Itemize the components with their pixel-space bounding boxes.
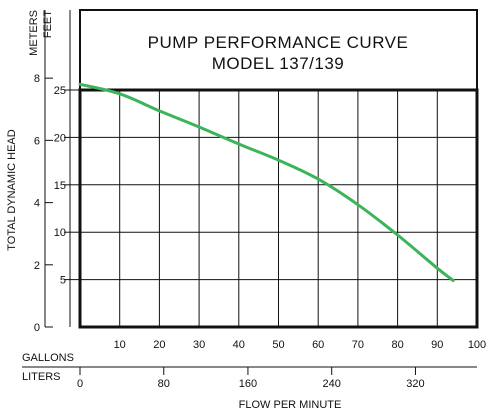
meters-tick-label: 0 [34, 322, 40, 334]
x-tick-label: 10 [114, 339, 126, 351]
chart-subtitle: MODEL 137/139 [212, 54, 345, 73]
x-tick-label: 20 [153, 339, 165, 351]
y-tick-label: 15 [54, 180, 66, 192]
chart-title: PUMP PERFORMANCE CURVE [148, 33, 409, 52]
liters-tick-label: 0 [77, 378, 83, 390]
x-unit-liters: LITERS [22, 371, 61, 383]
plot-frame [78, 88, 479, 329]
y-tick-label: 5 [60, 275, 66, 287]
x-tick-label: 100 [468, 339, 486, 351]
liters-tick-label: 320 [406, 378, 424, 390]
x-tick-label: 60 [312, 339, 324, 351]
y-axis-label: TOTAL DYNAMIC HEAD [6, 129, 18, 250]
meters-tick-label: 2 [34, 260, 40, 272]
liters-tick-label: 240 [323, 378, 341, 390]
x-tick-label: 90 [431, 339, 443, 351]
y-tick-label: 20 [54, 132, 66, 144]
x-tick-label: 50 [272, 339, 284, 351]
y-unit-meters: METERS [28, 10, 40, 56]
x-tick-label: 30 [193, 339, 205, 351]
meters-tick-label: 8 [34, 73, 40, 85]
series-line-0 [78, 82, 455, 282]
x-unit-gallons: GALLONS [22, 352, 74, 364]
x-tick-label: 40 [233, 339, 245, 351]
meters-tick-label: 6 [34, 135, 40, 147]
series-layer [78, 82, 455, 282]
meters-tick-label: 4 [34, 198, 40, 210]
y-tick-label: 10 [54, 227, 66, 239]
y-unit-feet: FEET [42, 10, 54, 38]
x-tick-label: 80 [391, 339, 403, 351]
liters-tick-label: 160 [239, 378, 257, 390]
y-tick-label: 25 [54, 85, 66, 97]
liters-tick-label: 80 [158, 378, 170, 390]
x-tick-label: 70 [352, 339, 364, 351]
grid [80, 90, 477, 327]
x-axis-label: FLOW PER MINUTE [239, 399, 342, 411]
